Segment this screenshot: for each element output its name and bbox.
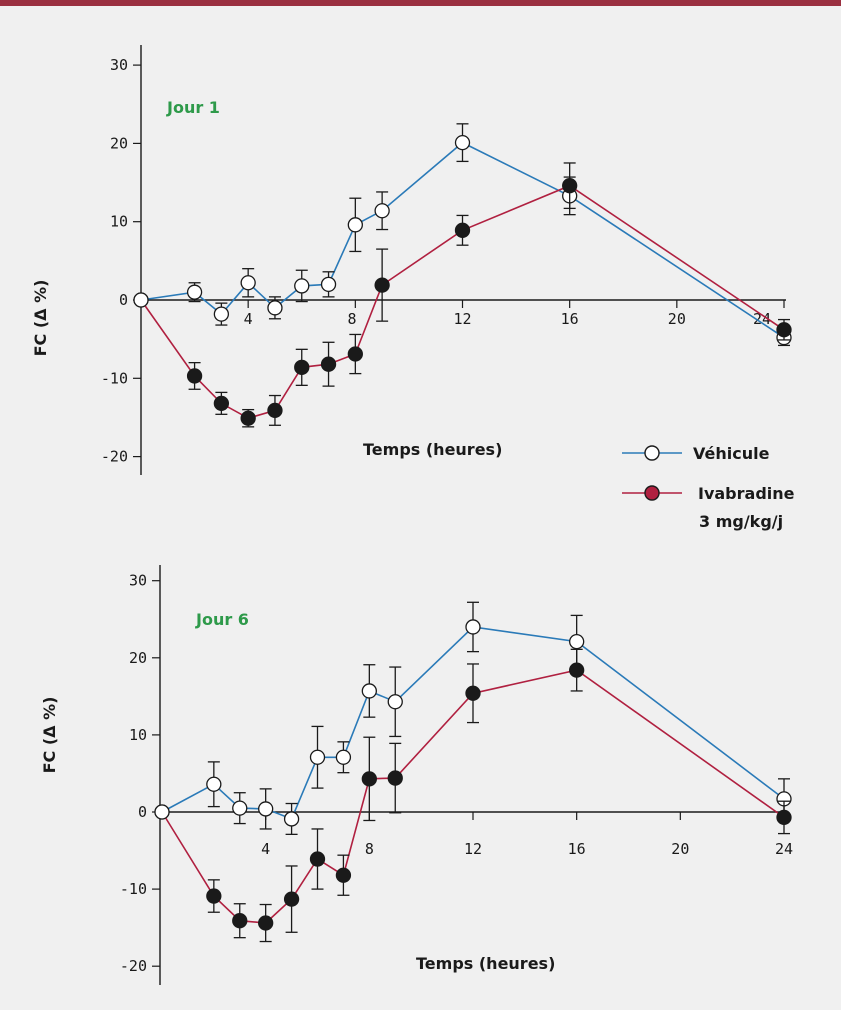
chart-1-ivabradine-point	[347, 346, 363, 362]
chart-1-series	[133, 123, 792, 428]
chart-2-ivabradine-point	[361, 771, 377, 787]
chart-2-x-ticks: 4 8 12 16 20 24	[261, 812, 793, 858]
chart-1-y-tick-label: -20	[101, 448, 128, 466]
chart-1-y-tick-label: 0	[119, 291, 128, 309]
chart-2-ivabradine-point	[154, 804, 170, 820]
chart-1-ivabradine-point	[374, 277, 390, 293]
chart-1-ivabradine-point	[454, 222, 471, 238]
chart-2-vehicule-point	[569, 633, 585, 650]
chart-2-x-tick-label: 20	[671, 840, 689, 858]
chart-1-y-tick-label: 10	[110, 213, 128, 231]
chart-1-y-tick-label: -10	[101, 369, 128, 387]
chart-2-vehicule-point	[335, 749, 352, 765]
chart-2-ivabradine-point	[776, 809, 792, 826]
chart-2-series-ivabradine	[154, 648, 792, 943]
chart-2-vehicule-point	[387, 694, 403, 710]
legend-ivabradine-dose: 3 mg/kg/j	[699, 512, 783, 531]
chart-1-y-tick-label: 20	[110, 134, 128, 152]
chart-2-vehicule-point	[361, 683, 377, 699]
chart-1-x-tick-label: 16	[561, 310, 579, 328]
chart-1-ivabradine-point	[320, 356, 337, 372]
chart-1-x-axis-title: Temps (heures)	[363, 440, 502, 459]
chart-1-ivabradine-point	[240, 410, 256, 426]
chart-2-y-tick-label: -20	[120, 957, 147, 975]
chart-1-ivabradine-point	[562, 178, 578, 194]
legend: Véhicule Ivabradine 3 mg/kg/j	[622, 444, 795, 531]
chart-2-x-tick-label: 16	[568, 840, 586, 858]
chart-1-ivabradine-point	[267, 402, 283, 419]
chart-2-x-tick-label: 4	[261, 840, 270, 858]
chart-2-x-tick-label: 24	[775, 840, 793, 858]
chart-2-y-tick-label: 10	[129, 726, 147, 744]
legend-vehicule-label: Véhicule	[693, 444, 770, 463]
chart-2-vehicule-point	[258, 801, 274, 817]
chart-2-ivabradine-point	[569, 662, 585, 678]
chart-1-vehicule-point	[294, 278, 310, 294]
chart-jour-6: Jour 6 Temps (heures) FC (Δ %) 4 8 12 16 20 2…	[40, 565, 793, 985]
chart-1-vehicule-point	[347, 217, 363, 233]
chart-2-vehicule-point	[309, 749, 326, 765]
chart-1-y-tick-label: 30	[110, 56, 128, 74]
chart-1-y-ticks: -20 -10 0 10 20 30	[101, 56, 141, 466]
chart-1-ivabradine-point	[213, 395, 230, 412]
chart-2-y-tick-label: -10	[120, 880, 147, 898]
chart-1-ivabradine-point	[776, 322, 792, 338]
chart-1-vehicule-point	[186, 284, 203, 300]
chart-2-y-tick-label: 30	[129, 572, 147, 590]
chart-2-title: Jour 6	[195, 610, 249, 629]
chart-2-series	[154, 601, 792, 943]
chart-2-ivabradine-point	[465, 685, 481, 701]
chart-1-axes	[140, 45, 786, 475]
chart-1-series-ivabradine	[133, 162, 792, 428]
chart-2-x-tick-label: 12	[464, 840, 482, 858]
chart-2-vehicule-point	[283, 811, 300, 827]
legend-vehicule-marker	[644, 445, 660, 461]
chart-2-vehicule-point	[206, 776, 222, 792]
chart-2-ivabradine-point	[309, 851, 326, 867]
chart-1-ivabradine-point	[133, 292, 149, 308]
chart-1-vehicule-point	[454, 134, 471, 151]
chart-1-x-tick-label: 24	[753, 310, 771, 328]
chart-1-x-ticks: 4 8 12 16 20 24	[244, 300, 785, 328]
chart-2-ivabradine-point	[206, 888, 222, 904]
chart-1-x-tick-label: 8	[347, 310, 356, 328]
chart-1-ivabradine-point	[294, 359, 310, 375]
chart-1-y-axis-title: FC (Δ %)	[31, 280, 50, 357]
chart-1-x-tick-label: 12	[453, 310, 471, 328]
chart-1-vehicule-point	[213, 306, 230, 322]
chart-2-vehicule-point	[465, 619, 481, 635]
chart-2-y-ticks: -20 -10 0 10 20 30	[120, 572, 160, 975]
chart-2-y-axis-title: FC (Δ %)	[40, 697, 59, 774]
chart-1-ivabradine-point	[186, 368, 203, 384]
chart-2-y-tick-label: 20	[129, 649, 147, 667]
legend-ivabradine-marker	[644, 485, 660, 501]
chart-1-x-tick-label: 4	[244, 310, 253, 328]
chart-1-title: Jour 1	[166, 98, 220, 117]
chart-1-vehicule-point	[374, 203, 390, 219]
chart-2-ivabradine-point	[232, 913, 248, 929]
chart-2-y-tick-label: 0	[138, 803, 147, 821]
chart-1-vehicule-point	[267, 300, 283, 316]
chart-1-vehicule-point	[240, 275, 256, 291]
legend-ivabradine-label: Ivabradine	[698, 484, 795, 503]
chart-2-vehicule-point	[232, 800, 248, 816]
chart-2-ivabradine-point	[258, 915, 274, 931]
chart-1-vehicule-point	[320, 276, 337, 292]
chart-jour-1: Jour 1 Temps (heures) FC (Δ %) 4 8 12 16 20 2…	[31, 45, 792, 475]
chart-2-ivabradine-point	[283, 891, 300, 907]
chart-2-ivabradine-point	[335, 867, 352, 883]
chart-2-ivabradine-point	[387, 770, 403, 786]
chart-2-x-tick-label: 8	[365, 840, 374, 858]
chart-2-x-axis-title: Temps (heures)	[416, 954, 555, 973]
chart-1-x-tick-label: 20	[668, 310, 686, 328]
figure-panel	[0, 6, 841, 1010]
top-accent-bar	[0, 0, 841, 6]
